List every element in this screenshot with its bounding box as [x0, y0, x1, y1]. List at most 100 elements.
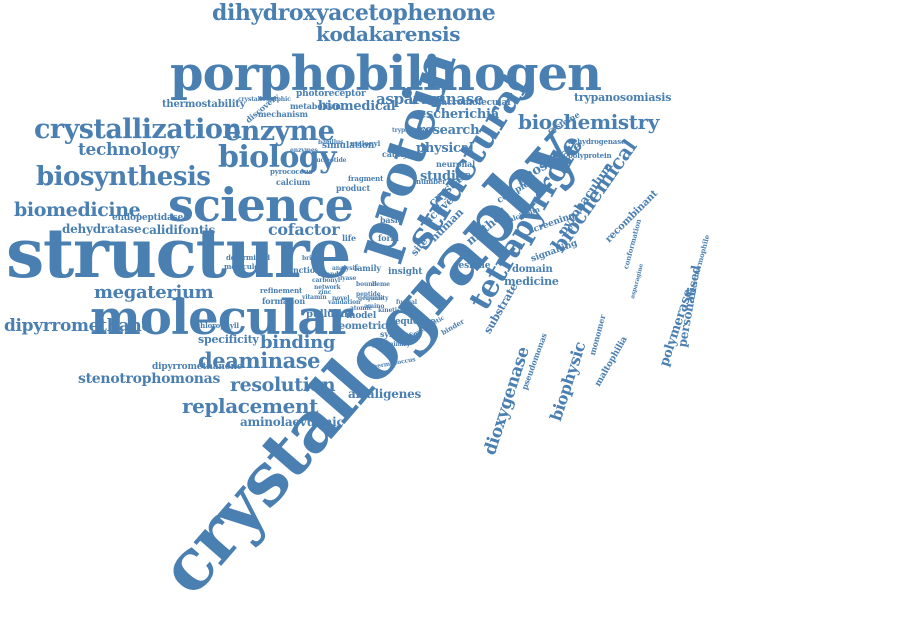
word-amino: amino	[364, 303, 385, 310]
word-validation: validation	[328, 299, 361, 306]
word-family: family	[354, 263, 381, 273]
word-asparagine: asparagine	[629, 263, 646, 300]
word-novel: novel	[332, 295, 350, 302]
word-neuronal: neuronal	[436, 159, 476, 169]
word-life: life	[342, 233, 356, 243]
word-polyprotein: polyprotein	[568, 151, 612, 160]
word-catalytic: catalytic	[382, 149, 419, 159]
word-product: product	[336, 183, 371, 193]
word-bridge: bridge	[302, 255, 324, 262]
word-form: form	[378, 233, 399, 243]
word-kodakarensis: kodakarensis	[316, 22, 461, 46]
word-model: model	[346, 311, 377, 321]
word-monomer: monomer	[587, 313, 608, 357]
word-genome: genome	[358, 295, 384, 302]
word-lyase: lyase	[340, 275, 357, 282]
word-biomedical: biomedical	[318, 99, 396, 114]
word-escherichia: escherichia	[418, 107, 499, 122]
word-dehydrogenase: dehydrogenase	[568, 137, 626, 146]
word-dipyrromethane: dipyrromethane	[4, 316, 152, 336]
word-basic: basic	[380, 215, 403, 225]
word-asparaginase: asparaginase	[376, 90, 484, 108]
word-calcium: calcium	[276, 177, 311, 187]
word-atomic: atomic	[350, 305, 373, 312]
word-deaminase: deaminase	[198, 348, 321, 373]
word-megaterium: megaterium	[94, 282, 214, 303]
word-structure: structure	[6, 214, 351, 294]
word-photoreceptor: photoreceptor	[296, 89, 366, 99]
word-nucleotide: nucleotide	[312, 157, 347, 164]
word-function: function	[284, 265, 321, 275]
word-biology: biology	[218, 140, 337, 175]
word-refinement: refinement	[260, 286, 303, 295]
word-residue: residue	[454, 261, 491, 271]
word-porphobilinogen: porphobilinogen	[170, 46, 602, 102]
word-network: network	[314, 284, 341, 291]
word-dehydratase: dehydratase	[62, 222, 142, 236]
word-vitamin: vitamin	[302, 294, 327, 301]
word-fragment: fragment	[348, 174, 384, 183]
word-binding: binding	[260, 332, 336, 353]
word-cofactor: cofactor	[268, 220, 340, 239]
word-pyrococcus: pyrococcus	[270, 167, 313, 176]
word-dipyrromethanone: dipyrromethanone	[152, 362, 243, 372]
word-simulation: simulation	[322, 141, 375, 151]
word-biosynthesis: biosynthesis	[36, 162, 211, 192]
word-resolution: resolution	[230, 374, 336, 396]
word-malonyl: malonyl	[350, 139, 381, 148]
word-synthase: synthase	[380, 329, 418, 339]
word-zinc: zinc	[318, 289, 332, 296]
word-physical: physical	[416, 141, 474, 156]
word-macromolecular: macromolecular	[432, 98, 512, 108]
word-formation: formation	[262, 296, 306, 306]
word-specificity: specificity	[198, 333, 259, 346]
word-dioxygenase: dioxygenase	[480, 344, 534, 458]
word-trypanosomiasis: trypanosomiasis	[574, 91, 672, 104]
word-heme: heme	[372, 281, 390, 288]
word-biophysic: biophysic	[546, 339, 590, 424]
word-quality: quality	[366, 295, 389, 302]
word-replacement: replacement	[182, 394, 318, 418]
word-chlorophyll: chlorophyll	[196, 321, 239, 330]
word-geometric: geometric	[332, 321, 387, 332]
word-technology: technology	[78, 140, 180, 160]
word-molecule: molecule	[224, 262, 259, 271]
word-determined: determined	[226, 253, 270, 262]
word-pullulan: pullulan	[306, 309, 352, 320]
word-dihydroxyacetophenone: dihydroxyacetophenone	[212, 0, 496, 26]
word-studies: studies	[420, 169, 471, 184]
word-bound: bound	[356, 281, 377, 288]
word-sequence: sequence	[390, 317, 436, 327]
word-enzyme: enzyme	[224, 116, 335, 147]
word-bacillus: bacillus	[318, 139, 344, 146]
word-molecular: molecular	[90, 290, 353, 346]
word-endopeptidase: endopeptidase	[112, 213, 184, 223]
word-trypanosoma: trypanosoma	[392, 127, 435, 134]
word-metabolism: metabolism	[290, 101, 341, 111]
word-science: science	[168, 178, 354, 232]
word-insight: insight	[388, 267, 423, 277]
word-thermostability: thermostability	[162, 99, 246, 110]
word-aminolaevulinic: aminolaevulinic	[240, 415, 344, 429]
word-biomedicine: biomedicine	[14, 199, 141, 221]
word-calidifontis: calidifontis	[142, 223, 216, 237]
word-biochemistry: biochemistry	[518, 110, 659, 134]
word-mechanism: mechanism	[258, 109, 308, 119]
word-alcaligenes: alcaligenes	[348, 387, 422, 401]
word-domain: domain	[512, 264, 553, 275]
word-research: research	[418, 123, 480, 138]
word-peptide: peptide	[356, 291, 381, 298]
word-analysis: analysis	[332, 265, 358, 272]
word-fungal: fungal	[396, 299, 417, 306]
word-crystallographic: crystallographic	[238, 96, 291, 103]
word-ligand: ligand	[318, 271, 339, 278]
word-number: number	[416, 177, 446, 186]
word-medicine: medicine	[504, 275, 559, 288]
word-stenotrophomonas: stenotrophomonas	[78, 371, 221, 387]
word-kinetic: kinetic	[378, 307, 401, 314]
word-carbonyl: carbonyl	[312, 277, 341, 284]
word-enzymes: enzymes	[290, 147, 318, 154]
word-crystallization: crystallization	[34, 114, 242, 145]
word-preliminary: preliminary	[372, 341, 410, 348]
